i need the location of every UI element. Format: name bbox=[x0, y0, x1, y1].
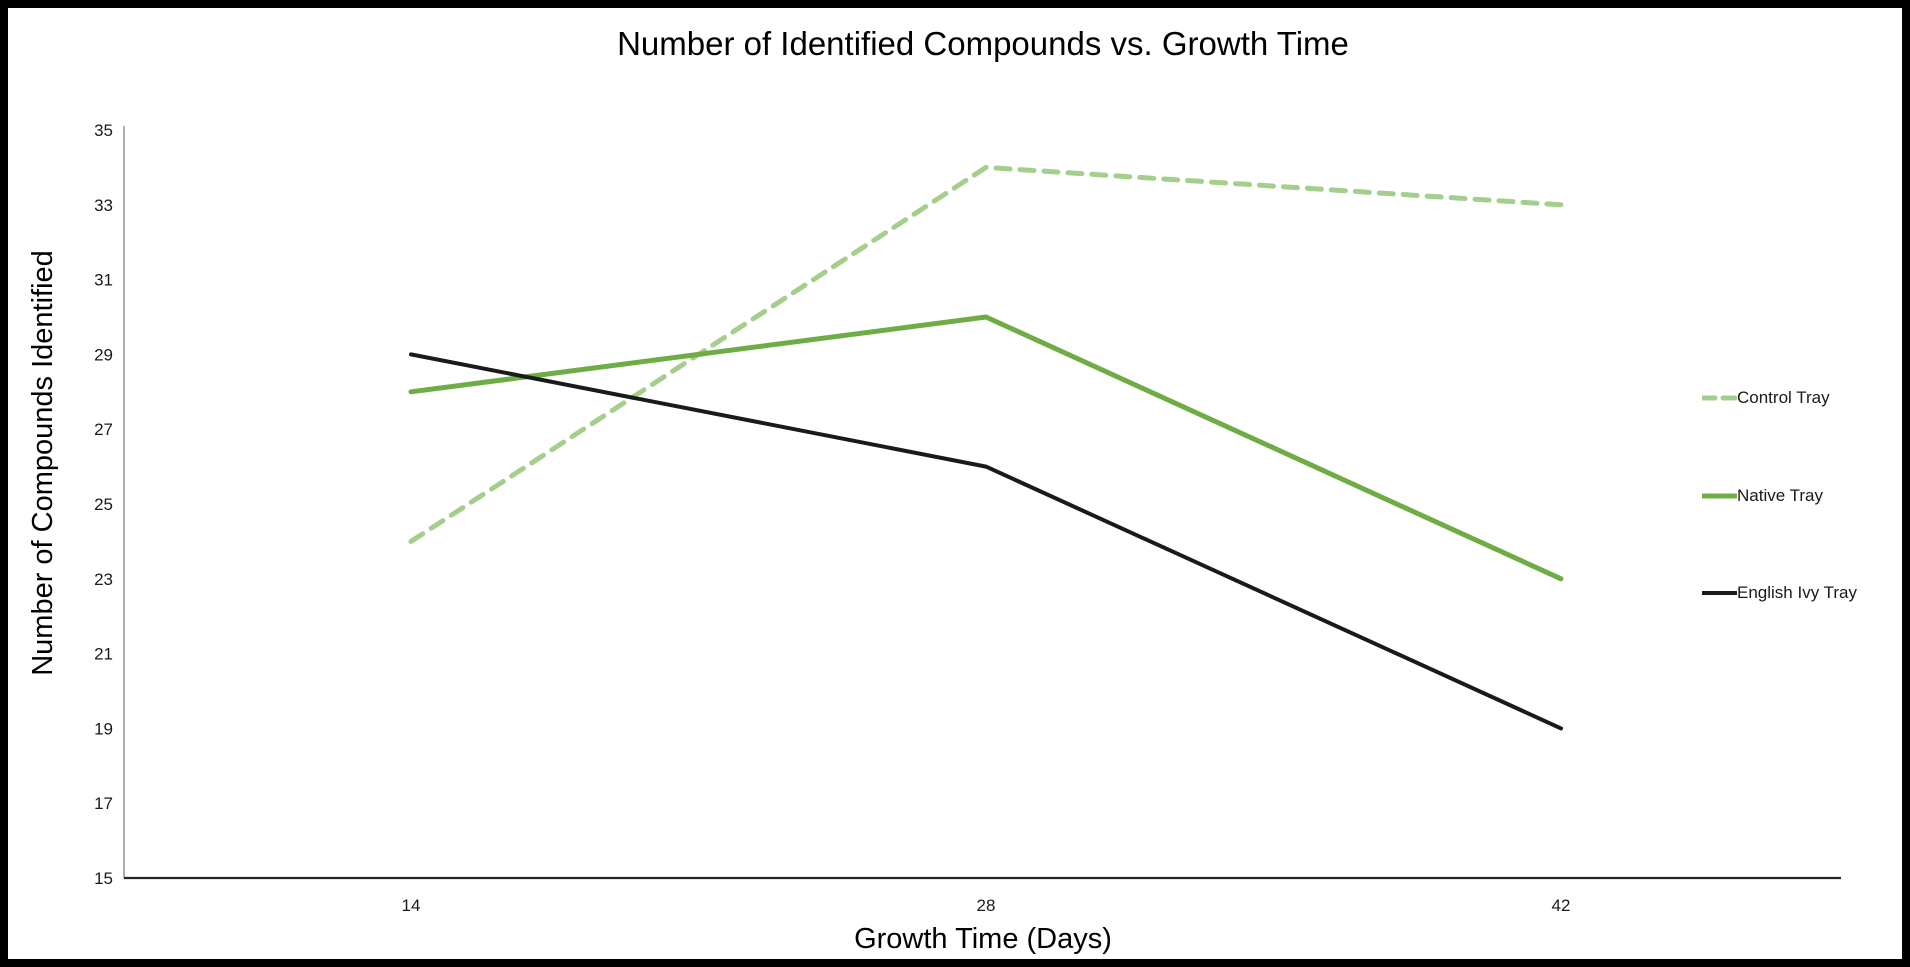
x-tick-label: 28 bbox=[977, 896, 996, 915]
legend-item-control-tray: Control Tray bbox=[1702, 386, 1830, 410]
y-tick-label: 17 bbox=[94, 794, 113, 813]
legend-item-native-tray: Native Tray bbox=[1702, 484, 1823, 508]
y-tick-label: 35 bbox=[94, 121, 113, 140]
legend-swatch-native-tray-line bbox=[1702, 493, 1737, 499]
axes bbox=[123, 126, 1841, 880]
x-tick-label: 14 bbox=[402, 896, 421, 915]
legend-swatch-english-ivy-tray-line bbox=[1702, 591, 1737, 595]
legend-item-english-ivy-tray: English Ivy Tray bbox=[1702, 581, 1857, 605]
legend-label-english-ivy-tray: English Ivy Tray bbox=[1737, 583, 1857, 602]
legend: Control Tray Native Tray English Ivy Tra… bbox=[1702, 8, 1902, 959]
series-line-native-tray bbox=[408, 314, 1564, 582]
series-line-control-tray bbox=[408, 164, 1564, 544]
y-axis-label: Number of Compounds Identified bbox=[27, 250, 59, 676]
y-tick-label: 33 bbox=[94, 196, 113, 215]
y-tick-label: 29 bbox=[94, 345, 113, 364]
y-tick-label: 19 bbox=[94, 719, 113, 738]
y-tick-label: 23 bbox=[94, 570, 113, 589]
y-tick-label: 25 bbox=[94, 495, 113, 514]
y-tick-label: 31 bbox=[94, 271, 113, 290]
legend-swatch-control-tray-line bbox=[1702, 395, 1737, 401]
legend-label-control-tray: Control Tray bbox=[1737, 388, 1830, 407]
y-tick-label: 27 bbox=[94, 420, 113, 439]
legend-label-native-tray: Native Tray bbox=[1737, 486, 1823, 505]
line-chart: Number of Identified Compounds vs. Growt… bbox=[27, 25, 1841, 955]
chart-title: Number of Identified Compounds vs. Growt… bbox=[617, 25, 1349, 62]
y-tick-label: 15 bbox=[94, 869, 113, 888]
series-lines bbox=[408, 164, 1564, 731]
tick-labels: 15 17 19 21 23 25 27 29 31 33 35 14 28 42 bbox=[94, 121, 1570, 915]
x-tick-label: 42 bbox=[1552, 896, 1571, 915]
x-axis-label: Growth Time (Days) bbox=[854, 923, 1112, 955]
y-tick-label: 21 bbox=[94, 645, 113, 664]
series-line-english-ivy-tray bbox=[409, 352, 1563, 731]
